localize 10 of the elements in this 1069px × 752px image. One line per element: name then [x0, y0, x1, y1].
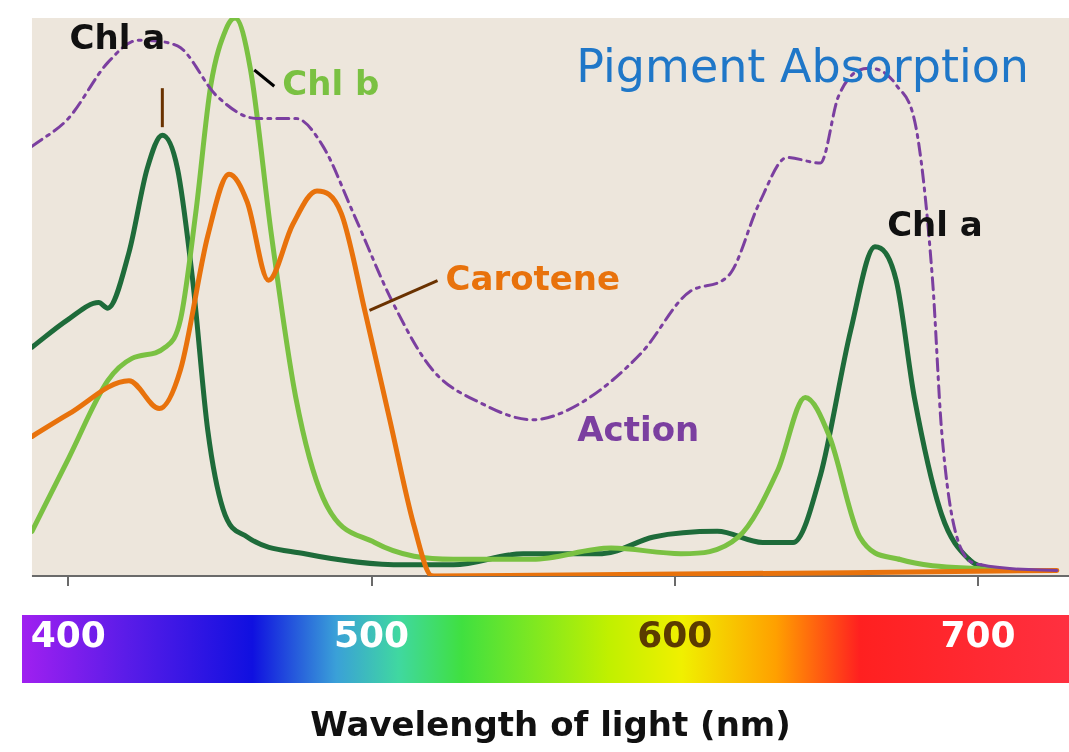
series-label: Chl b [282, 63, 380, 104]
x-tick-label: 400 [30, 613, 106, 655]
text: Carotene [445, 257, 621, 298]
series-label: Action [577, 408, 700, 449]
x-tick-label: 700 [940, 613, 1016, 655]
annotation: Chl a [887, 203, 983, 244]
x-tick-label: 600 [637, 613, 713, 655]
x-tick-label: 500 [334, 613, 410, 655]
text: Pigment Absorption [576, 38, 1029, 93]
x-axis-title: Wavelength of light (nm) [310, 704, 791, 745]
